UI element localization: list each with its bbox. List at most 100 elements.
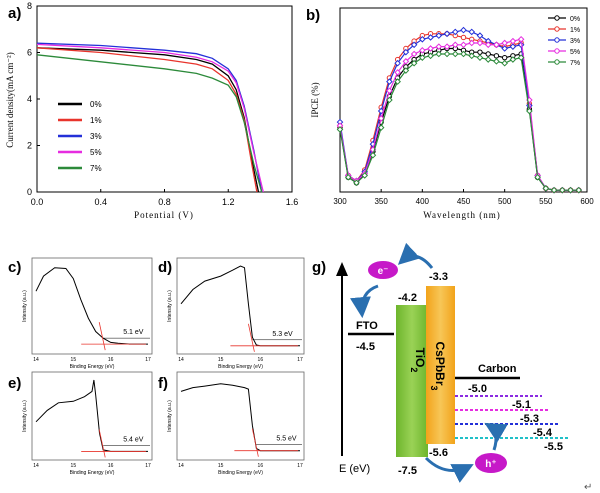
panel-frame <box>176 257 305 355</box>
ipce-point <box>468 52 476 60</box>
tio2-vb-value: -7.5 <box>398 465 417 477</box>
legend-marker <box>554 48 560 54</box>
legend-label: 7% <box>570 60 580 67</box>
ipce-point <box>377 115 385 122</box>
x-tick-label: 350 <box>374 197 388 206</box>
ipce-point <box>517 54 525 61</box>
hole-arrow-2 <box>484 422 508 451</box>
x-tick-label: 17 <box>297 463 303 469</box>
x-tick-label: 14 <box>178 357 184 363</box>
panel-b-legend: 0% 1% 3% 5% 7% <box>548 15 580 67</box>
ipce-point <box>361 172 369 179</box>
panel-b-ylabel: IPCE (%) <box>310 82 320 117</box>
y-tick-label: 2 <box>27 141 32 151</box>
ipce-point <box>410 50 418 58</box>
panel-a-legend: 0% 1% 3% 5% 7% <box>58 100 102 173</box>
ipce-point <box>353 179 360 187</box>
panel-xlabel: Binding Energy (eV) <box>218 470 263 476</box>
doped-level-2-value: -5.3 <box>520 413 539 425</box>
panel-a-ylabel: Current density(mA cm⁻²) <box>5 52 15 147</box>
fto-label: FTO <box>356 320 378 332</box>
x-tick-label: 1.6 <box>286 197 299 207</box>
ipce-curve-5% <box>339 38 579 191</box>
jv-curve-1% <box>36 47 258 193</box>
ipce-point <box>402 58 410 65</box>
ipce-point <box>435 32 443 39</box>
ipce-point <box>427 45 434 52</box>
ipce-point <box>477 49 483 55</box>
cspbbr3-band <box>426 286 455 444</box>
ipce-point <box>484 41 492 49</box>
ipce-point <box>534 173 541 181</box>
panel-e: e) 14 15 16 17 Binding Energy (eV) Intensity (… <box>8 371 153 476</box>
panel-xlabel: Binding Energy (eV) <box>218 364 263 370</box>
ipce-point <box>386 87 393 95</box>
x-tick-label: 0.4 <box>94 197 107 207</box>
ipce-point <box>386 96 393 104</box>
tio2-cb-value: -4.2 <box>398 292 417 304</box>
work-function-value: 5.1 eV <box>123 329 144 336</box>
edge-fit <box>98 322 106 351</box>
ipce-point <box>443 50 451 58</box>
carbon-value: -5.0 <box>468 383 487 395</box>
ups-panels: c) 14 15 16 17 Binding Energy (eV) Intensity (… <box>8 257 305 476</box>
ipce-point <box>402 48 410 56</box>
legend-label: 7% <box>90 164 102 173</box>
ipce-point <box>435 43 443 50</box>
ipce-point <box>476 39 484 47</box>
ipce-point <box>394 78 401 85</box>
legend-label: 3% <box>90 132 102 141</box>
ipce-point <box>468 39 476 47</box>
panel-a-xlabel: Potential (V) <box>134 210 194 220</box>
x-tick-label: 17 <box>297 357 303 363</box>
ipce-point <box>558 186 566 194</box>
panel-b-ticks: 300 350 400 450 500 550 600 <box>333 189 594 206</box>
panel-frame <box>176 371 305 461</box>
x-tick-label: 300 <box>333 197 347 206</box>
ipce-point <box>517 35 525 43</box>
panel-a-label: a) <box>8 5 21 22</box>
panel-g-label: g) <box>312 259 326 276</box>
panel-label: e) <box>8 375 21 392</box>
x-tick-label: 16 <box>258 357 264 363</box>
x-tick-label: 16 <box>258 463 264 469</box>
ipce-point <box>542 185 550 192</box>
cspbbr3-label: CsPbBr3 <box>429 341 447 390</box>
panel-label: d) <box>158 259 172 276</box>
work-function-value: 5.3 eV <box>272 331 293 338</box>
ipce-point <box>501 45 508 52</box>
hole-label: h⁺ <box>485 459 496 470</box>
ipce-point <box>484 56 492 63</box>
legend-label: 5% <box>570 49 580 56</box>
electron-arrow-2 <box>350 284 379 319</box>
ipce-point <box>509 43 517 50</box>
ipce-point <box>419 54 426 61</box>
panel-b-series <box>336 26 583 194</box>
ipce-point <box>468 28 476 36</box>
ipce-point <box>476 54 484 61</box>
x-tick-label: 15 <box>71 357 77 363</box>
panel-b-label: b) <box>306 7 320 24</box>
carbon-label: Carbon <box>478 363 517 375</box>
panel-d: d) 14 15 16 17 Binding Energy (eV) Intensity (… <box>158 257 305 370</box>
ipce-point <box>460 50 467 58</box>
tio2-label: TiO2 <box>409 348 427 373</box>
legend-marker <box>554 15 560 21</box>
panel-xlabel: Binding Energy (eV) <box>70 364 115 370</box>
x-tick-label: 500 <box>498 197 512 206</box>
cspbbr3-cb-value: -3.3 <box>429 271 448 283</box>
ipce-point <box>410 59 418 67</box>
y-tick-label: 8 <box>27 1 32 11</box>
work-function-value: 5.5 eV <box>276 436 297 443</box>
ipce-point <box>509 37 517 45</box>
legend-label: 3% <box>570 38 580 45</box>
x-tick-label: 14 <box>33 463 39 469</box>
y-tick-label: 0 <box>27 187 32 197</box>
electron-arrow-1 <box>397 242 434 269</box>
ipce-curve-1% <box>339 33 579 191</box>
legend-label: 5% <box>90 148 102 157</box>
doped-level-1-value: -5.1 <box>512 399 531 411</box>
jv-curve-7% <box>36 54 263 193</box>
x-tick-label: 0.8 <box>158 197 171 207</box>
ipce-point <box>501 54 508 61</box>
